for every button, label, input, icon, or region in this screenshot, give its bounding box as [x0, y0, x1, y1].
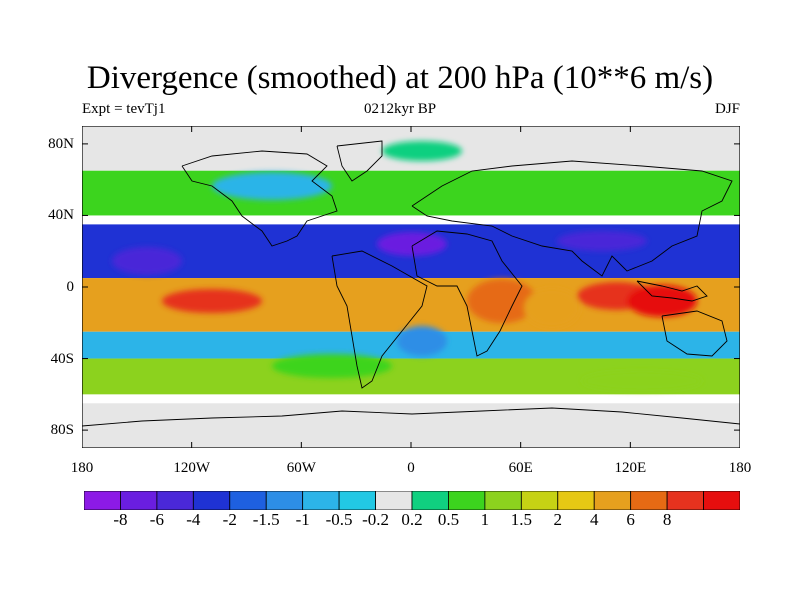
band-north-midlat: [82, 170, 740, 216]
lon-label: 60W: [286, 460, 316, 476]
colorbar-label: -4: [186, 510, 201, 529]
experiment-label: Expt = tevTj1: [82, 101, 166, 117]
colorbar-label: -0.5: [325, 510, 353, 529]
lon-label: 60E: [508, 460, 533, 476]
coast-africa: [411, 230, 523, 357]
blob-africa-divergence: [524, 288, 580, 328]
coast-south-america: [331, 250, 428, 389]
colorbar-label: 0.5: [437, 510, 460, 529]
colorbar-swatch: [520, 491, 559, 510]
lon-label: 120E: [614, 460, 647, 476]
colorbar-swatch: [484, 491, 522, 510]
lon-label: 0: [407, 460, 415, 476]
blob-saharan-convergence: [377, 232, 447, 256]
coast-greenland: [336, 140, 383, 182]
blob-atlantic-convergence: [397, 326, 447, 356]
blob-pacific-divergence: [162, 289, 262, 313]
lat-label: 80N: [48, 135, 74, 152]
colorbar: [84, 491, 740, 510]
blob-arctic-positive: [382, 141, 462, 161]
blob-asian-convergence: [557, 231, 647, 251]
colorbar-label: 8: [662, 510, 672, 529]
lat-label: 80S: [50, 422, 74, 439]
colorbar-label: -1.5: [252, 510, 280, 529]
lon-label: 180: [728, 460, 752, 476]
blob-southocean-positive: [272, 354, 392, 378]
colorbar-swatch: [703, 491, 740, 510]
colorbar-label: -8: [113, 510, 128, 529]
colorbar-swatch: [156, 491, 194, 510]
colorbar-swatch: [411, 491, 449, 510]
colorbar-label: 0.2: [401, 510, 423, 529]
season-label: DJF: [714, 101, 740, 117]
colorbar-swatch: [338, 491, 376, 510]
colorbar-swatch: [120, 491, 158, 510]
colorbar-label: 1: [480, 510, 490, 529]
colorbar-swatch: [557, 491, 595, 510]
lon-label: 180: [70, 460, 94, 476]
colorbar-swatch: [192, 491, 231, 510]
colorbar-label: 2: [553, 510, 563, 529]
time-period-label: 0212kyr BP: [363, 101, 437, 117]
divergence-map: [82, 126, 740, 448]
coastlines: [82, 140, 740, 427]
colorbar-label: -2: [222, 510, 237, 529]
band-antarctic: [82, 403, 740, 448]
lat-label: 0: [66, 279, 75, 295]
colorbar-swatch: [666, 491, 704, 510]
colorbar-label: -6: [149, 510, 164, 529]
lat-label: 40N: [48, 207, 74, 224]
coast-australia: [661, 310, 728, 357]
axis-ticks: [82, 126, 740, 448]
coast-north-america: [181, 150, 338, 247]
colorbar-swatch: [593, 491, 632, 510]
blob-pacific-convergence: [112, 247, 182, 275]
colorbar-swatch: [84, 491, 121, 510]
colorbar-swatch: [375, 491, 413, 510]
field-anomalies: [112, 141, 702, 391]
blob-southindian-positive: [582, 371, 702, 391]
colorbar-swatch: [229, 491, 267, 510]
colorbar-label: 6: [626, 510, 635, 529]
blob-northamerica-negative: [212, 172, 332, 200]
colorbar-label: -1: [295, 510, 310, 529]
colorbar-swatch: [448, 491, 486, 510]
coast-eurasia: [411, 160, 733, 277]
colorbar-swatch: [302, 491, 340, 510]
colorbar-label: 1.5: [510, 510, 532, 529]
plot-title: Divergence (smoothed) at 200 hPa (10**6 …: [86, 60, 714, 96]
colorbar-swatch: [265, 491, 304, 510]
coast-antarctica: [82, 407, 740, 427]
lat-label: 40S: [50, 350, 74, 367]
coast-maritime-continent: [636, 280, 708, 302]
blob-maritime-divergence: [627, 285, 697, 317]
colorbar-label: 4: [589, 510, 599, 529]
colorbar-swatch: [630, 491, 668, 510]
colorbar-label: -0.2: [362, 510, 389, 529]
lon-label: 120W: [173, 460, 210, 476]
